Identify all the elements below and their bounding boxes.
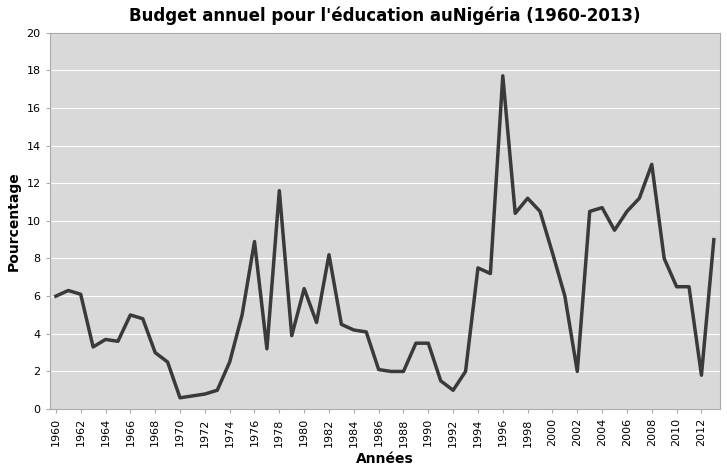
X-axis label: Années: Années [356, 452, 414, 466]
Y-axis label: Pourcentage: Pourcentage [7, 171, 21, 271]
Title: Budget annuel pour l'éducation auNigéria (1960-2013): Budget annuel pour l'éducation auNigéria… [129, 7, 640, 26]
